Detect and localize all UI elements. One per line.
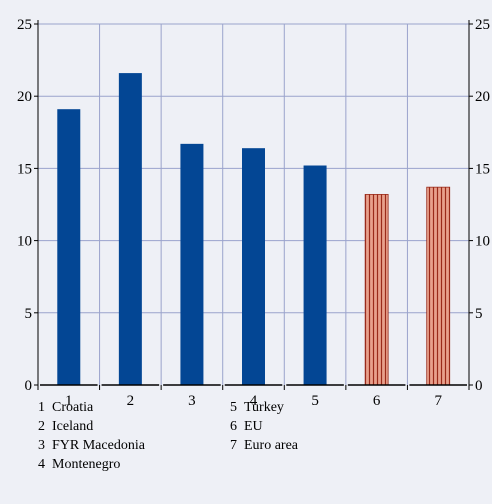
axes — [34, 20, 473, 390]
legend-item-number: 4 — [38, 457, 45, 472]
bar-4 — [242, 148, 265, 385]
y-tick-label-left-15: 15 — [17, 161, 32, 177]
y-tick-label-right-5: 5 — [475, 306, 483, 322]
legend-item-number: 3 — [38, 438, 45, 453]
x-tick-label-1: 1 — [65, 393, 73, 409]
legend-item-label: Croatia — [52, 400, 94, 415]
y-tick-label-right-15: 15 — [475, 161, 490, 177]
legend-item: 4 Montenegro — [38, 455, 145, 474]
x-tick-label-5: 5 — [311, 393, 319, 409]
legend-item: 3 FYR Macedonia — [38, 436, 145, 455]
legend-item: 2 Iceland — [38, 417, 145, 436]
x-tick-label-3: 3 — [188, 393, 196, 409]
x-tick-label-6: 6 — [373, 393, 381, 409]
y-tick-label-left-5: 5 — [25, 306, 33, 322]
tick-labels: 0 0 5 5 10 10 15 15 20 20 25 25 1 2 3 4 5 6 7 — [17, 17, 490, 409]
bar-5 — [303, 165, 327, 385]
legend-item: 1 Croatia — [38, 398, 145, 417]
bar-7 — [426, 186, 451, 386]
legend-item-number: 2 — [38, 419, 45, 434]
legend-item-number: 5 — [230, 400, 237, 415]
bars — [57, 73, 451, 386]
legend-item-label: EU — [244, 419, 263, 434]
legend-item-label: FYR Macedonia — [52, 438, 145, 453]
y-tick-label-left-20: 20 — [17, 89, 32, 105]
x-tick-label-4: 4 — [250, 393, 258, 409]
legend-column-right: 5 Turkey 6 EU 7 Euro area — [230, 398, 298, 455]
bar-6 — [364, 193, 389, 386]
gridlines — [38, 23, 469, 385]
legend-item: 6 EU — [230, 417, 298, 436]
bar-1 — [57, 109, 81, 386]
legend-item-label: Turkey — [244, 400, 284, 415]
legend-item: 5 Turkey — [230, 398, 298, 417]
y-tick-label-right-25: 25 — [475, 17, 490, 33]
legend-item-label: Iceland — [52, 419, 94, 434]
legend-item-number: 1 — [38, 400, 45, 415]
y-tick-label-right-20: 20 — [475, 89, 490, 105]
x-tick-label-7: 7 — [434, 393, 442, 409]
y-tick-label-right-0: 0 — [475, 378, 483, 394]
y-tick-label-left-25: 25 — [17, 17, 32, 33]
legend-column-left: 1 Croatia 2 Iceland 3 FYR Macedonia 4 Montenegr… — [38, 398, 145, 474]
legend-item: 7 Euro area — [230, 436, 298, 455]
bar-3 — [180, 143, 204, 385]
y-tick-label-right-10: 10 — [475, 234, 490, 250]
legend: 1 Croatia 2 Iceland 3 FYR Macedonia 4 Montenegr… — [38, 398, 478, 502]
legend-item-label: Euro area — [244, 438, 299, 453]
y-tick-label-left-0: 0 — [25, 378, 33, 394]
legend-item-number: 7 — [230, 438, 237, 453]
legend-item-number: 6 — [230, 419, 237, 434]
x-tick-label-2: 2 — [127, 393, 135, 409]
bar-2 — [118, 73, 142, 385]
y-tick-label-left-10: 10 — [17, 234, 32, 250]
legend-item-label: Montenegro — [52, 457, 121, 472]
